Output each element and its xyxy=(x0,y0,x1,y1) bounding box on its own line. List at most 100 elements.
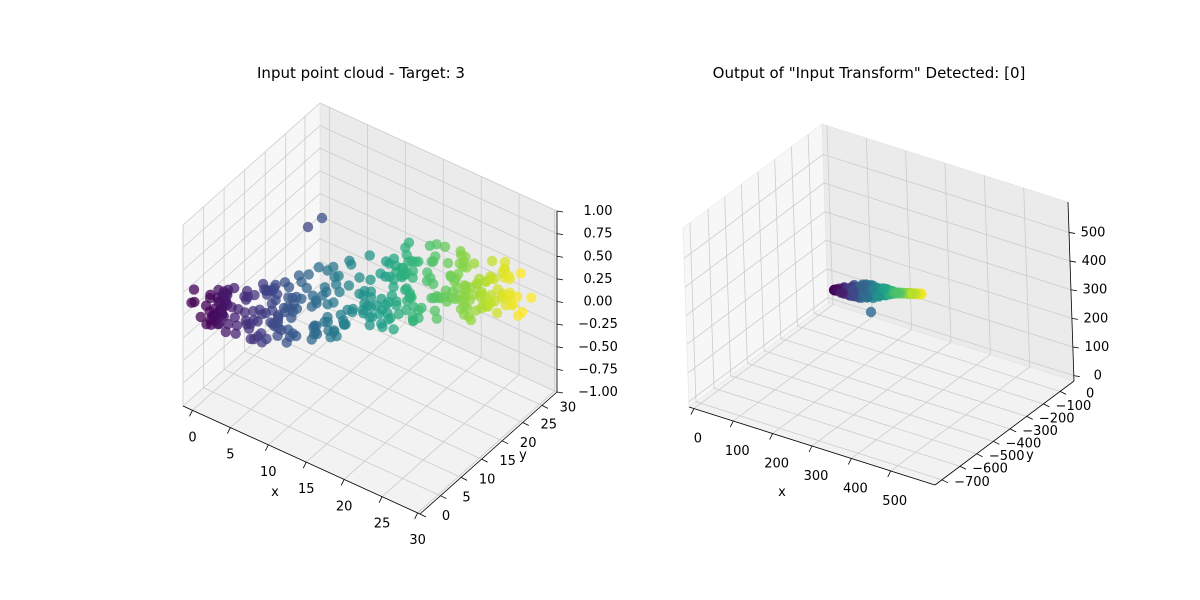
data-point xyxy=(515,268,526,279)
z-tick-label: 200 xyxy=(1083,311,1108,326)
axis-panes xyxy=(682,123,1075,486)
data-point xyxy=(470,305,482,316)
x-tick-label: 20 xyxy=(336,499,353,514)
data-point xyxy=(261,333,272,345)
x-tick-label: 400 xyxy=(843,481,868,496)
data-point xyxy=(429,305,441,316)
data-point xyxy=(226,301,237,313)
gridline-z xyxy=(182,102,558,226)
z-tick-label: −0.25 xyxy=(578,317,618,332)
y-axis-line xyxy=(419,391,558,515)
data-point xyxy=(499,256,511,268)
data-point xyxy=(380,299,392,310)
data-point xyxy=(316,212,328,224)
data-point xyxy=(364,250,375,261)
data-point xyxy=(449,293,461,305)
y-tick-label: −500 xyxy=(989,449,1025,464)
gridline-x xyxy=(733,138,873,422)
z-tick-label: −1.00 xyxy=(578,385,618,400)
y-tick-mark xyxy=(522,422,529,426)
data-point xyxy=(343,280,355,291)
data-point xyxy=(380,256,392,267)
data-point xyxy=(465,314,477,326)
data-point xyxy=(239,307,251,318)
x-tick-label: 30 xyxy=(409,533,426,548)
data-point xyxy=(439,241,451,252)
gridline-y xyxy=(707,209,961,467)
data-point xyxy=(400,304,412,316)
tick-labels: 01002003004005000−100−200−300−400−500−60… xyxy=(690,225,1109,509)
data-point xyxy=(384,271,395,282)
data-point xyxy=(354,272,365,283)
data-point xyxy=(459,293,470,305)
x-axis-label: x xyxy=(271,485,279,500)
data-point xyxy=(254,304,265,315)
data-point xyxy=(468,289,479,300)
data-point xyxy=(365,274,376,285)
data-point xyxy=(302,221,314,233)
y-tick-label: 20 xyxy=(520,436,537,451)
gridline-x xyxy=(811,162,952,447)
data-point xyxy=(404,292,415,303)
z-tick-label: 0 xyxy=(1094,369,1102,384)
x-tick-label: 10 xyxy=(260,465,277,480)
data-point xyxy=(407,311,418,323)
data-point xyxy=(328,261,339,273)
x-tick-label: 200 xyxy=(764,457,789,472)
x-tick-mark xyxy=(690,408,695,415)
data-point xyxy=(416,302,427,314)
y-tick-label: 5 xyxy=(462,491,470,506)
data-point xyxy=(240,315,251,326)
data-point xyxy=(907,288,918,299)
data-point xyxy=(390,260,401,271)
data-point xyxy=(252,316,263,327)
y-tick-mark xyxy=(440,495,447,500)
data-point xyxy=(285,303,296,314)
data-point xyxy=(286,312,297,323)
grid-lines xyxy=(683,125,1074,481)
y-tick-mark xyxy=(1043,403,1050,408)
x-tick-mark xyxy=(264,444,269,452)
data-point xyxy=(322,299,333,310)
x-tick-label: 300 xyxy=(804,469,829,484)
data-point xyxy=(261,285,272,297)
data-point xyxy=(272,314,284,325)
y-tick-label: −400 xyxy=(1006,436,1042,451)
data-point xyxy=(459,280,471,292)
x-tick-mark xyxy=(887,470,892,478)
x-tick-label: 0 xyxy=(188,430,196,445)
z-tick-label: 0.75 xyxy=(584,227,613,242)
x-axis-line xyxy=(182,405,421,515)
gridline-y xyxy=(757,171,1011,430)
data-point xyxy=(431,313,442,324)
data-point xyxy=(340,319,351,330)
gridline-z xyxy=(683,153,1070,259)
z-tick-mark xyxy=(556,368,564,371)
gridline-y xyxy=(724,196,977,455)
data-point xyxy=(347,306,358,318)
data-point xyxy=(281,337,292,348)
data-point xyxy=(512,310,524,321)
x-tick-mark xyxy=(378,496,383,503)
data-point xyxy=(407,265,419,277)
data-point xyxy=(375,268,386,279)
z-tick-mark xyxy=(556,233,564,236)
data-point xyxy=(439,291,451,302)
data-point xyxy=(279,277,291,288)
data-point xyxy=(873,291,885,302)
data-point xyxy=(242,291,254,302)
y-tick-mark xyxy=(481,458,488,463)
gridline-y xyxy=(774,159,1027,417)
y-tick-label: 30 xyxy=(560,400,577,415)
data-point xyxy=(364,320,375,331)
data-point xyxy=(334,286,345,298)
x-tick-mark xyxy=(808,445,813,453)
x-tick-mark xyxy=(729,420,734,428)
data-point xyxy=(346,259,357,270)
data-point xyxy=(410,256,421,267)
z-tick-label: 0.25 xyxy=(584,272,613,287)
data-point xyxy=(400,284,411,296)
z-tick-label: 300 xyxy=(1083,283,1108,298)
data-point xyxy=(856,281,867,292)
data-point xyxy=(403,237,415,248)
